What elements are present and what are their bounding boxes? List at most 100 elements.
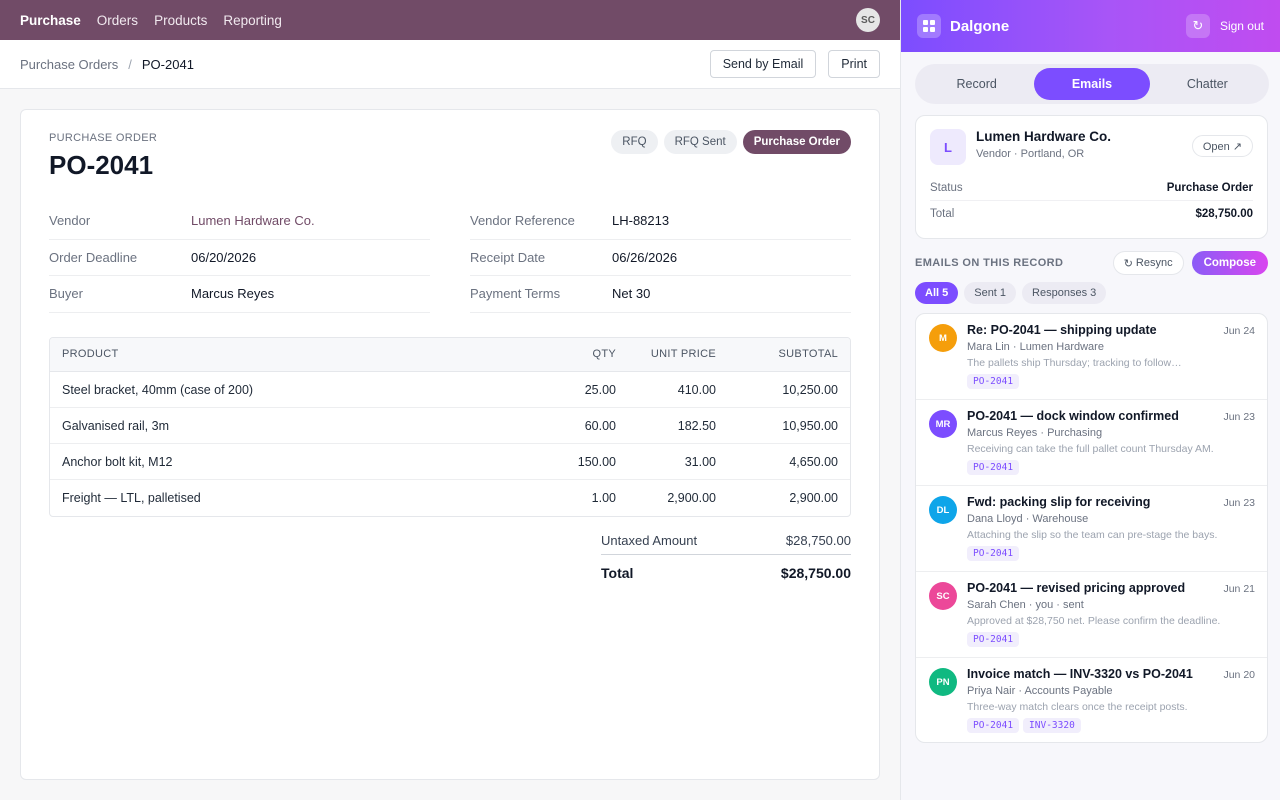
menu-reporting[interactable]: Reporting <box>223 12 282 28</box>
order-deadline-value[interactable]: 06/20/2026 <box>191 249 257 265</box>
line-subtotal: 4,650.00 <box>728 443 850 480</box>
record-type-label: PURCHASE ORDER <box>49 132 158 144</box>
filter-all[interactable]: All 5 <box>915 282 959 304</box>
panel-tabs: Record Emails Chatter <box>915 64 1269 104</box>
field-label: Vendor <box>49 213 91 229</box>
email-preview: Three-way match clears once the receipt … <box>967 701 1188 713</box>
record-tag[interactable]: PO-2041 <box>967 546 1020 561</box>
field-label: Payment Terms <box>470 286 561 302</box>
total-label: Total <box>930 208 955 220</box>
resync-button[interactable]: ↻ Resync <box>1112 251 1184 275</box>
field-vendor: Vendor Lumen Hardware Co. <box>49 203 430 240</box>
email-preview: Approved at $28,750 net. Please confirm … <box>967 615 1221 627</box>
email-subject: Re: PO-2041 — shipping update <box>967 323 1157 337</box>
email-date: Jun 23 <box>1223 411 1255 423</box>
line-product: Anchor bolt kit, M12 <box>50 443 538 480</box>
status-bar: RFQ RFQ Sent Purchase Order <box>611 130 851 154</box>
breadcrumb-current: PO-2041 <box>141 56 194 72</box>
status-rfq-sent[interactable]: RFQ Sent <box>663 130 737 154</box>
filter-sent[interactable]: Sent 1 <box>964 282 1017 304</box>
total-value: $28,750.00 <box>780 565 851 581</box>
untaxed-amount-value: $28,750.00 <box>785 533 851 548</box>
vendor-name: Lumen Hardware Co. <box>976 129 1112 144</box>
sender-avatar: SC <box>929 582 957 610</box>
refresh-icon[interactable]: ↻ <box>1185 14 1210 38</box>
status-purchase-order[interactable]: Purchase Order <box>742 130 851 154</box>
tab-record[interactable]: Record <box>956 77 997 91</box>
email-from: Sarah Chen · you · sent <box>967 599 1084 611</box>
table-row[interactable]: Steel bracket, 40mm (case of 200) 25.00 … <box>50 371 850 408</box>
email-from: Mara Lin · Lumen Hardware <box>967 341 1104 353</box>
email-item[interactable]: MR PO-2041 — dock window confirmed Jun 2… <box>916 400 1267 486</box>
line-unit-price: 182.50 <box>628 407 728 444</box>
main-menu: Purchase Orders Products Reporting <box>20 13 298 28</box>
email-header: Re: PO-2041 — shipping update Jun 24 <box>967 323 1255 337</box>
breadcrumb-parent-link[interactable]: Purchase Orders <box>20 56 119 72</box>
menu-products[interactable]: Products <box>154 12 208 28</box>
email-body: Re: PO-2041 — shipping update Jun 24 Mar… <box>967 323 1255 399</box>
column-header-subtotal[interactable]: SUBTOTAL <box>728 337 850 372</box>
record-tag[interactable]: PO-2041 <box>967 632 1020 647</box>
compose-button[interactable]: Compose <box>1191 251 1268 275</box>
line-subtotal: 2,900.00 <box>789 490 838 505</box>
column-header-qty[interactable]: QTY <box>538 337 628 372</box>
record-tag[interactable]: PO-2041 <box>967 718 1020 733</box>
receipt-date-value[interactable]: 06/26/2026 <box>612 249 678 265</box>
app-brand-purchase[interactable]: Purchase <box>20 12 81 28</box>
email-item[interactable]: M Re: PO-2041 — shipping update Jun 24 M… <box>916 314 1267 400</box>
send-by-email-button[interactable]: Send by Email <box>709 50 817 78</box>
order-number-title: PO-2041 <box>49 150 154 180</box>
email-item[interactable]: PN Invoice match — INV-3320 vs PO-2041 J… <box>916 658 1267 742</box>
field-vendor-reference: Vendor Reference LH-88213 <box>470 203 851 240</box>
field-buyer: Buyer Marcus Reyes <box>49 276 430 313</box>
payment-terms-value[interactable]: Net 30 <box>612 286 651 302</box>
emails-section-header: EMAILS ON THIS RECORD ↻ Resync Compose <box>915 251 1268 275</box>
panel-header: Dalgone ↻ Sign out <box>901 0 1280 52</box>
status-value: Purchase Order <box>1166 181 1253 194</box>
filter-responses[interactable]: Responses 3 <box>1022 282 1107 304</box>
table-row[interactable]: Galvanised rail, 3m 60.00 182.50 10,950.… <box>50 407 850 444</box>
email-tags: PO-2041 <box>967 546 1255 561</box>
email-from: Dana Lloyd · Warehouse <box>967 513 1089 525</box>
resync-icon: ↻ <box>1123 257 1133 270</box>
resync-label: Resync <box>1135 257 1173 269</box>
status-rfq[interactable]: RFQ <box>611 130 658 154</box>
print-button[interactable]: Print <box>828 50 880 78</box>
buyer-value[interactable]: Marcus Reyes <box>191 286 275 302</box>
field-order-deadline: Order Deadline 06/20/2026 <box>49 240 430 276</box>
email-item[interactable]: SC PO-2041 — revised pricing approved Ju… <box>916 572 1267 658</box>
user-avatar[interactable]: SC <box>856 8 880 32</box>
sign-out-link[interactable]: Sign out <box>1219 19 1264 33</box>
email-item[interactable]: DL Fwd: packing slip for receiving Jun 2… <box>916 486 1267 572</box>
email-tags: PO-2041 <box>967 460 1255 475</box>
column-header-product[interactable]: PRODUCT <box>50 337 538 372</box>
email-preview: Attaching the slip so the team can pre-s… <box>967 529 1218 541</box>
tab-emails[interactable]: Emails <box>1034 68 1150 100</box>
record-total-row: Total $28,750.00 <box>930 201 1253 227</box>
breadcrumb-separator: / <box>128 56 132 72</box>
record-tag[interactable]: PO-2041 <box>967 460 1020 475</box>
menu-orders[interactable]: Orders <box>96 12 139 28</box>
order-fields: Vendor Lumen Hardware Co. Order Deadline… <box>49 203 851 313</box>
tab-chatter[interactable]: Chatter <box>1186 77 1228 91</box>
order-lines-table: PRODUCT QTY UNIT PRICE SUBTOTAL Steel br… <box>49 336 851 517</box>
table-row[interactable]: Anchor bolt kit, M12 150.00 31.00 4,650.… <box>50 443 850 480</box>
record-tag[interactable]: PO-2041 <box>967 374 1020 389</box>
email-date: Jun 20 <box>1223 669 1255 681</box>
field-label: Vendor Reference <box>470 213 575 229</box>
open-record-button[interactable]: Open ↗ <box>1191 135 1253 157</box>
vendor-reference-value[interactable]: LH-88213 <box>612 213 670 229</box>
line-unit-price: 31.00 <box>628 443 728 480</box>
grid-logo-icon <box>917 14 941 38</box>
email-filters: All 5 Sent 1 Responses 3 <box>915 282 1107 304</box>
column-header-unit-price[interactable]: UNIT PRICE <box>628 337 728 372</box>
invoice-tag[interactable]: INV-3320 <box>1023 718 1081 733</box>
table-row[interactable]: Freight — LTL, palletised 1.00 2,900.00 … <box>50 480 850 516</box>
vendor-link[interactable]: Lumen Hardware Co. <box>191 213 315 229</box>
line-qty: 25.00 <box>538 371 628 408</box>
email-body: Fwd: packing slip for receiving Jun 23 D… <box>967 495 1255 571</box>
untaxed-amount-label: Untaxed Amount <box>601 533 698 548</box>
record-actions: Send by Email Print <box>709 50 880 78</box>
email-preview: Receiving can take the full pallet count… <box>967 443 1214 455</box>
line-subtotal: 10,250.00 <box>728 371 850 408</box>
